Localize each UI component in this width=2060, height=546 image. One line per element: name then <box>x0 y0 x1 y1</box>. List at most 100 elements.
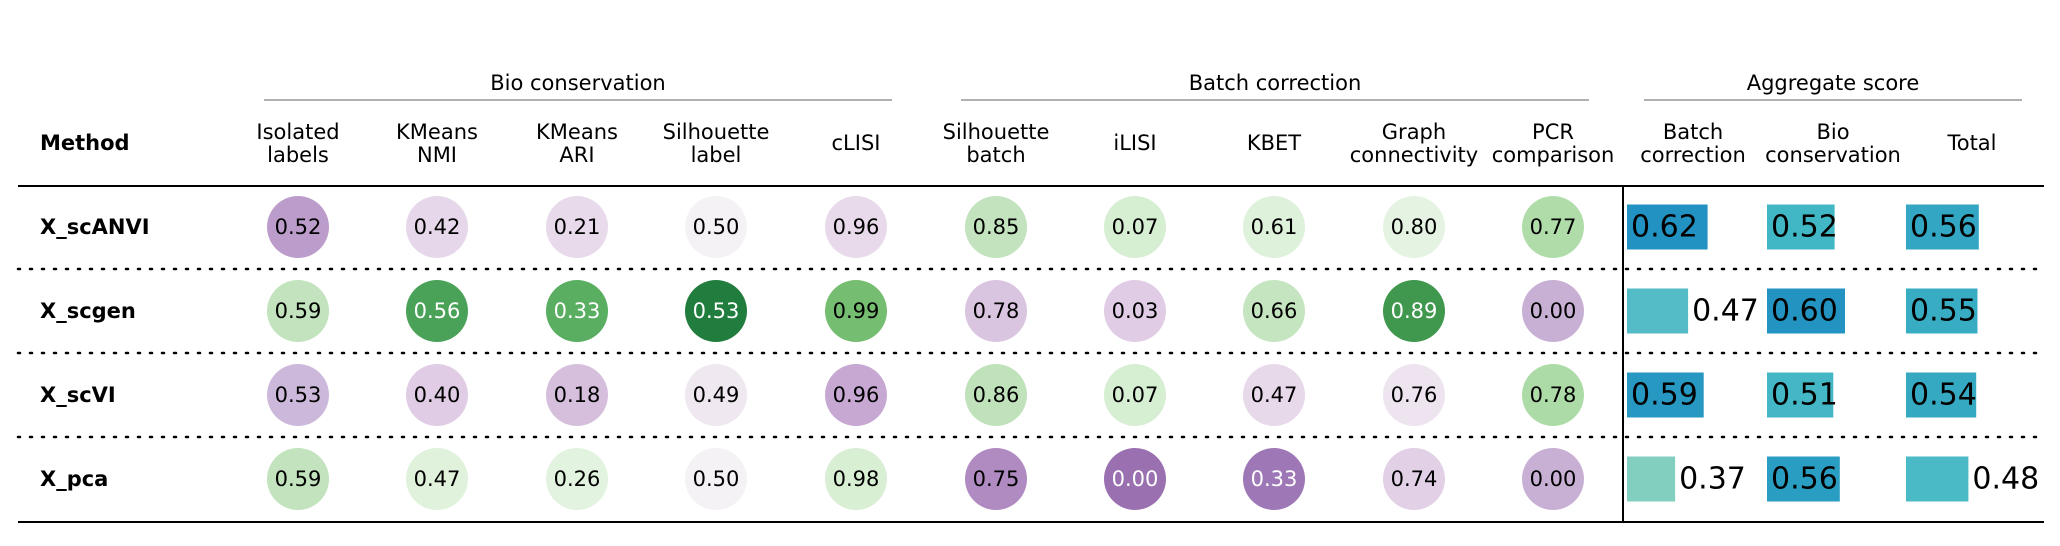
score-bar-value: 0.56 <box>1910 210 1977 245</box>
score-circle <box>685 196 747 258</box>
score-value: 0.59 <box>275 467 322 491</box>
method-label: X_scANVI <box>40 215 150 239</box>
score-circle <box>1243 448 1305 510</box>
score-bar-value: 0.47 <box>1692 294 1759 329</box>
score-value: 0.07 <box>1112 383 1159 407</box>
score-circle <box>546 364 608 426</box>
score-value: 0.33 <box>1251 467 1298 491</box>
score-bar <box>1767 372 1834 418</box>
column-header: ARI <box>559 143 594 167</box>
score-bar-value: 0.60 <box>1771 294 1838 329</box>
score-circle <box>267 280 329 342</box>
column-header: KMeans <box>536 120 618 144</box>
score-bar-value: 0.55 <box>1910 294 1977 329</box>
score-circle <box>825 280 887 342</box>
column-header: labels <box>267 143 329 167</box>
score-circle <box>1104 196 1166 258</box>
score-circle <box>685 448 747 510</box>
score-circle <box>406 448 468 510</box>
score-value: 0.00 <box>1530 467 1577 491</box>
score-circle <box>406 364 468 426</box>
score-circle <box>1522 448 1584 510</box>
score-circle <box>267 196 329 258</box>
score-circle <box>965 196 1027 258</box>
column-header: KBET <box>1247 131 1301 155</box>
score-value: 0.42 <box>414 215 461 239</box>
score-circle <box>267 364 329 426</box>
column-header: Total <box>1946 131 1996 155</box>
column-header: Graph <box>1382 120 1446 144</box>
score-circle <box>965 448 1027 510</box>
score-value: 0.78 <box>1530 383 1577 407</box>
score-circle <box>1383 280 1445 342</box>
score-value: 0.96 <box>833 215 880 239</box>
score-value: 0.77 <box>1530 215 1577 239</box>
column-header: PCR <box>1532 120 1574 144</box>
column-header: batch <box>966 143 1025 167</box>
score-value: 0.21 <box>554 215 601 239</box>
score-circle <box>1522 196 1584 258</box>
column-header: iLISI <box>1113 131 1156 155</box>
score-bar <box>1627 204 1708 250</box>
score-circle <box>406 196 468 258</box>
score-value: 0.47 <box>1251 383 1298 407</box>
score-bar-value: 0.54 <box>1910 378 1977 413</box>
score-value: 0.61 <box>1251 215 1298 239</box>
group-header: Aggregate score <box>1747 71 1920 95</box>
method-header: Method <box>40 131 130 155</box>
score-bar-value: 0.56 <box>1771 462 1838 497</box>
column-header: Silhouette <box>663 120 770 144</box>
score-value: 0.98 <box>833 467 880 491</box>
score-bar-value: 0.51 <box>1771 378 1838 413</box>
score-value: 0.47 <box>414 467 461 491</box>
score-value: 0.00 <box>1112 467 1159 491</box>
score-circle <box>965 364 1027 426</box>
score-circle <box>1383 448 1445 510</box>
score-circle <box>546 196 608 258</box>
score-value: 0.00 <box>1530 299 1577 323</box>
score-bar <box>1627 456 1676 502</box>
score-circle <box>825 196 887 258</box>
score-value: 0.89 <box>1391 299 1438 323</box>
score-value: 0.99 <box>833 299 880 323</box>
score-circle <box>825 448 887 510</box>
score-bar-value: 0.37 <box>1679 462 1746 497</box>
score-circle <box>1243 364 1305 426</box>
column-header: Bio <box>1816 120 1849 144</box>
column-header: comparison <box>1492 143 1615 167</box>
score-circle <box>1243 196 1305 258</box>
score-value: 0.50 <box>693 215 740 239</box>
score-bar <box>1767 204 1835 250</box>
score-bar-value: 0.52 <box>1771 210 1838 245</box>
score-value: 0.85 <box>973 215 1020 239</box>
score-value: 0.50 <box>693 467 740 491</box>
score-bar-value: 0.62 <box>1631 210 1698 245</box>
score-circle <box>965 280 1027 342</box>
column-header: label <box>691 143 742 167</box>
score-bar <box>1906 372 1977 418</box>
score-bar-value: 0.59 <box>1631 378 1698 413</box>
score-bar <box>1906 456 1969 502</box>
score-value: 0.49 <box>693 383 740 407</box>
score-value: 0.76 <box>1391 383 1438 407</box>
score-value: 0.66 <box>1251 299 1298 323</box>
column-header: Silhouette <box>943 120 1050 144</box>
score-circle <box>685 280 747 342</box>
score-value: 0.07 <box>1112 215 1159 239</box>
score-bar-value: 0.48 <box>1972 462 2039 497</box>
group-header: Batch correction <box>1189 71 1362 95</box>
score-value: 0.86 <box>973 383 1020 407</box>
method-label: X_scVI <box>40 383 116 407</box>
score-bar <box>1627 372 1704 418</box>
score-bar <box>1906 204 1979 250</box>
score-value: 0.40 <box>414 383 461 407</box>
score-value: 0.74 <box>1391 467 1438 491</box>
score-bar <box>1906 288 1978 334</box>
column-header: Batch <box>1663 120 1723 144</box>
score-value: 0.33 <box>554 299 601 323</box>
column-header: NMI <box>417 143 457 167</box>
score-circle <box>1104 364 1166 426</box>
score-value: 0.26 <box>554 467 601 491</box>
score-circle <box>825 364 887 426</box>
method-label: X_scgen <box>40 299 136 323</box>
